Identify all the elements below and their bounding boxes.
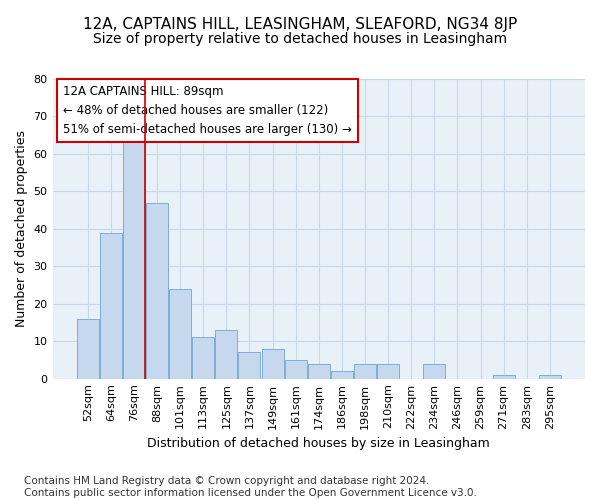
Bar bbox=[539, 375, 561, 378]
Bar bbox=[100, 232, 122, 378]
Bar bbox=[146, 202, 168, 378]
Bar bbox=[354, 364, 376, 378]
Bar bbox=[493, 375, 515, 378]
Bar bbox=[215, 330, 238, 378]
Bar bbox=[424, 364, 445, 378]
Y-axis label: Number of detached properties: Number of detached properties bbox=[15, 130, 28, 328]
Bar bbox=[192, 338, 214, 378]
Text: Contains HM Land Registry data © Crown copyright and database right 2024.
Contai: Contains HM Land Registry data © Crown c… bbox=[24, 476, 477, 498]
Bar bbox=[284, 360, 307, 378]
Bar bbox=[238, 352, 260, 378]
Bar bbox=[308, 364, 330, 378]
Bar bbox=[123, 132, 145, 378]
Text: 12A, CAPTAINS HILL, LEASINGHAM, SLEAFORD, NG34 8JP: 12A, CAPTAINS HILL, LEASINGHAM, SLEAFORD… bbox=[83, 18, 517, 32]
Text: Size of property relative to detached houses in Leasingham: Size of property relative to detached ho… bbox=[93, 32, 507, 46]
Bar bbox=[331, 371, 353, 378]
Bar bbox=[262, 348, 284, 378]
X-axis label: Distribution of detached houses by size in Leasingham: Distribution of detached houses by size … bbox=[148, 437, 490, 450]
Text: 12A CAPTAINS HILL: 89sqm
← 48% of detached houses are smaller (122)
51% of semi-: 12A CAPTAINS HILL: 89sqm ← 48% of detach… bbox=[63, 85, 352, 136]
Bar bbox=[377, 364, 399, 378]
Bar bbox=[77, 318, 98, 378]
Bar bbox=[169, 289, 191, 378]
